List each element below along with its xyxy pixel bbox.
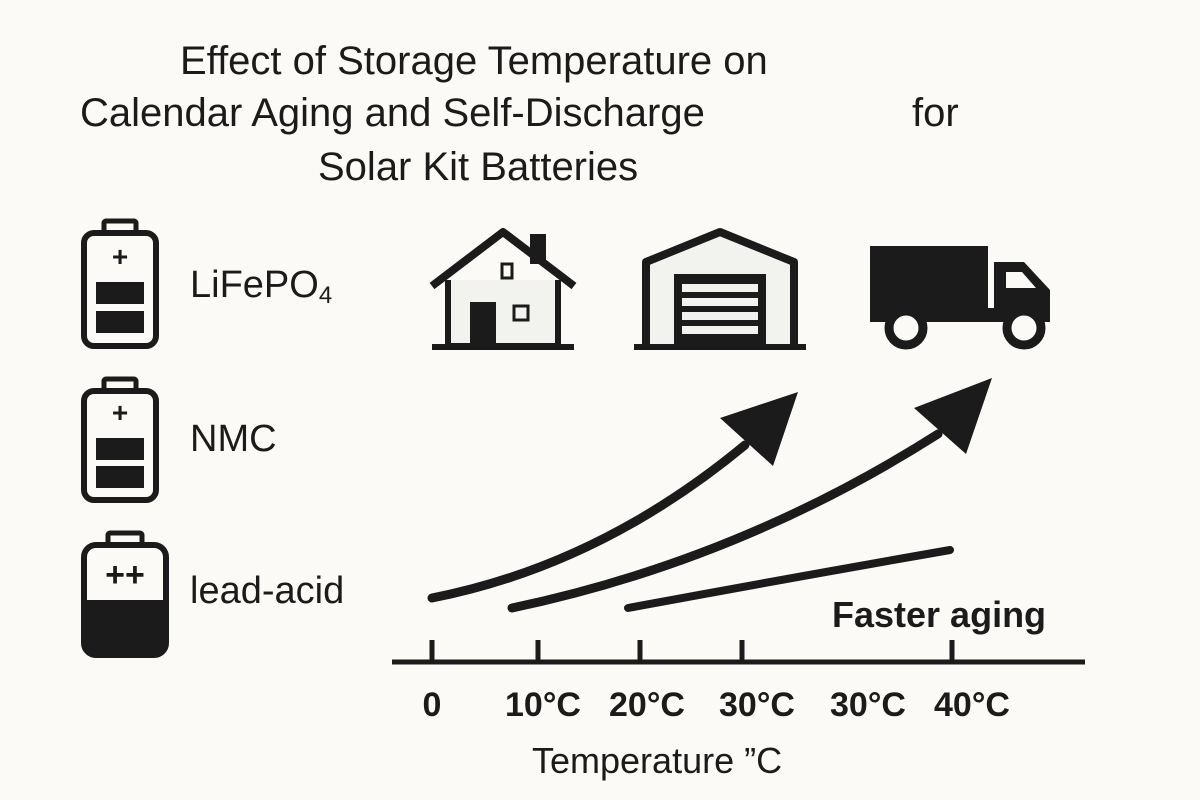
- x-axis-label: Temperature ”C: [532, 740, 783, 781]
- title-line-2: Calendar Aging and Self-Discharge: [80, 91, 705, 135]
- faster-aging-annotation: Faster aging: [832, 594, 1047, 635]
- aging-arrow-curve-1: [427, 440, 750, 603]
- title-line-3: Solar Kit Batteries: [318, 145, 639, 189]
- battery-terminal-symbol: +: [112, 241, 128, 272]
- battery-terminal-symbol: +: [112, 397, 128, 428]
- garage-icon: [634, 228, 806, 350]
- battery-icon: +: [81, 218, 159, 349]
- truck-icon: [870, 246, 1050, 350]
- x-tick-label: 30°C: [830, 686, 906, 724]
- battery-terminal-symbol: ++: [105, 556, 145, 594]
- x-tick-label: 40°C: [934, 686, 1010, 724]
- x-tick-label: 30°C: [719, 686, 795, 724]
- aging-arrowhead-1: [720, 392, 798, 466]
- battery-icon: ++: [81, 530, 169, 658]
- battery-label-lifepo4: LiFePO4: [190, 264, 333, 309]
- battery-icon: +: [81, 376, 159, 503]
- x-tick-label: 10°C: [505, 686, 581, 724]
- title-line-1: Effect of Storage Temperature on: [180, 39, 768, 83]
- battery-label-lead-acid: lead-acid: [190, 570, 345, 612]
- aging-arrowhead-2: [914, 378, 992, 454]
- house-icon: [429, 228, 577, 350]
- battery-label-nmc: NMC: [190, 418, 277, 460]
- x-tick-label: 20°C: [609, 686, 685, 724]
- aging-arrow-curve-2: [507, 429, 943, 613]
- title-line-2-tail: for: [912, 91, 959, 135]
- aging-curve-3: [624, 546, 954, 612]
- x-tick-label: 0: [422, 686, 442, 724]
